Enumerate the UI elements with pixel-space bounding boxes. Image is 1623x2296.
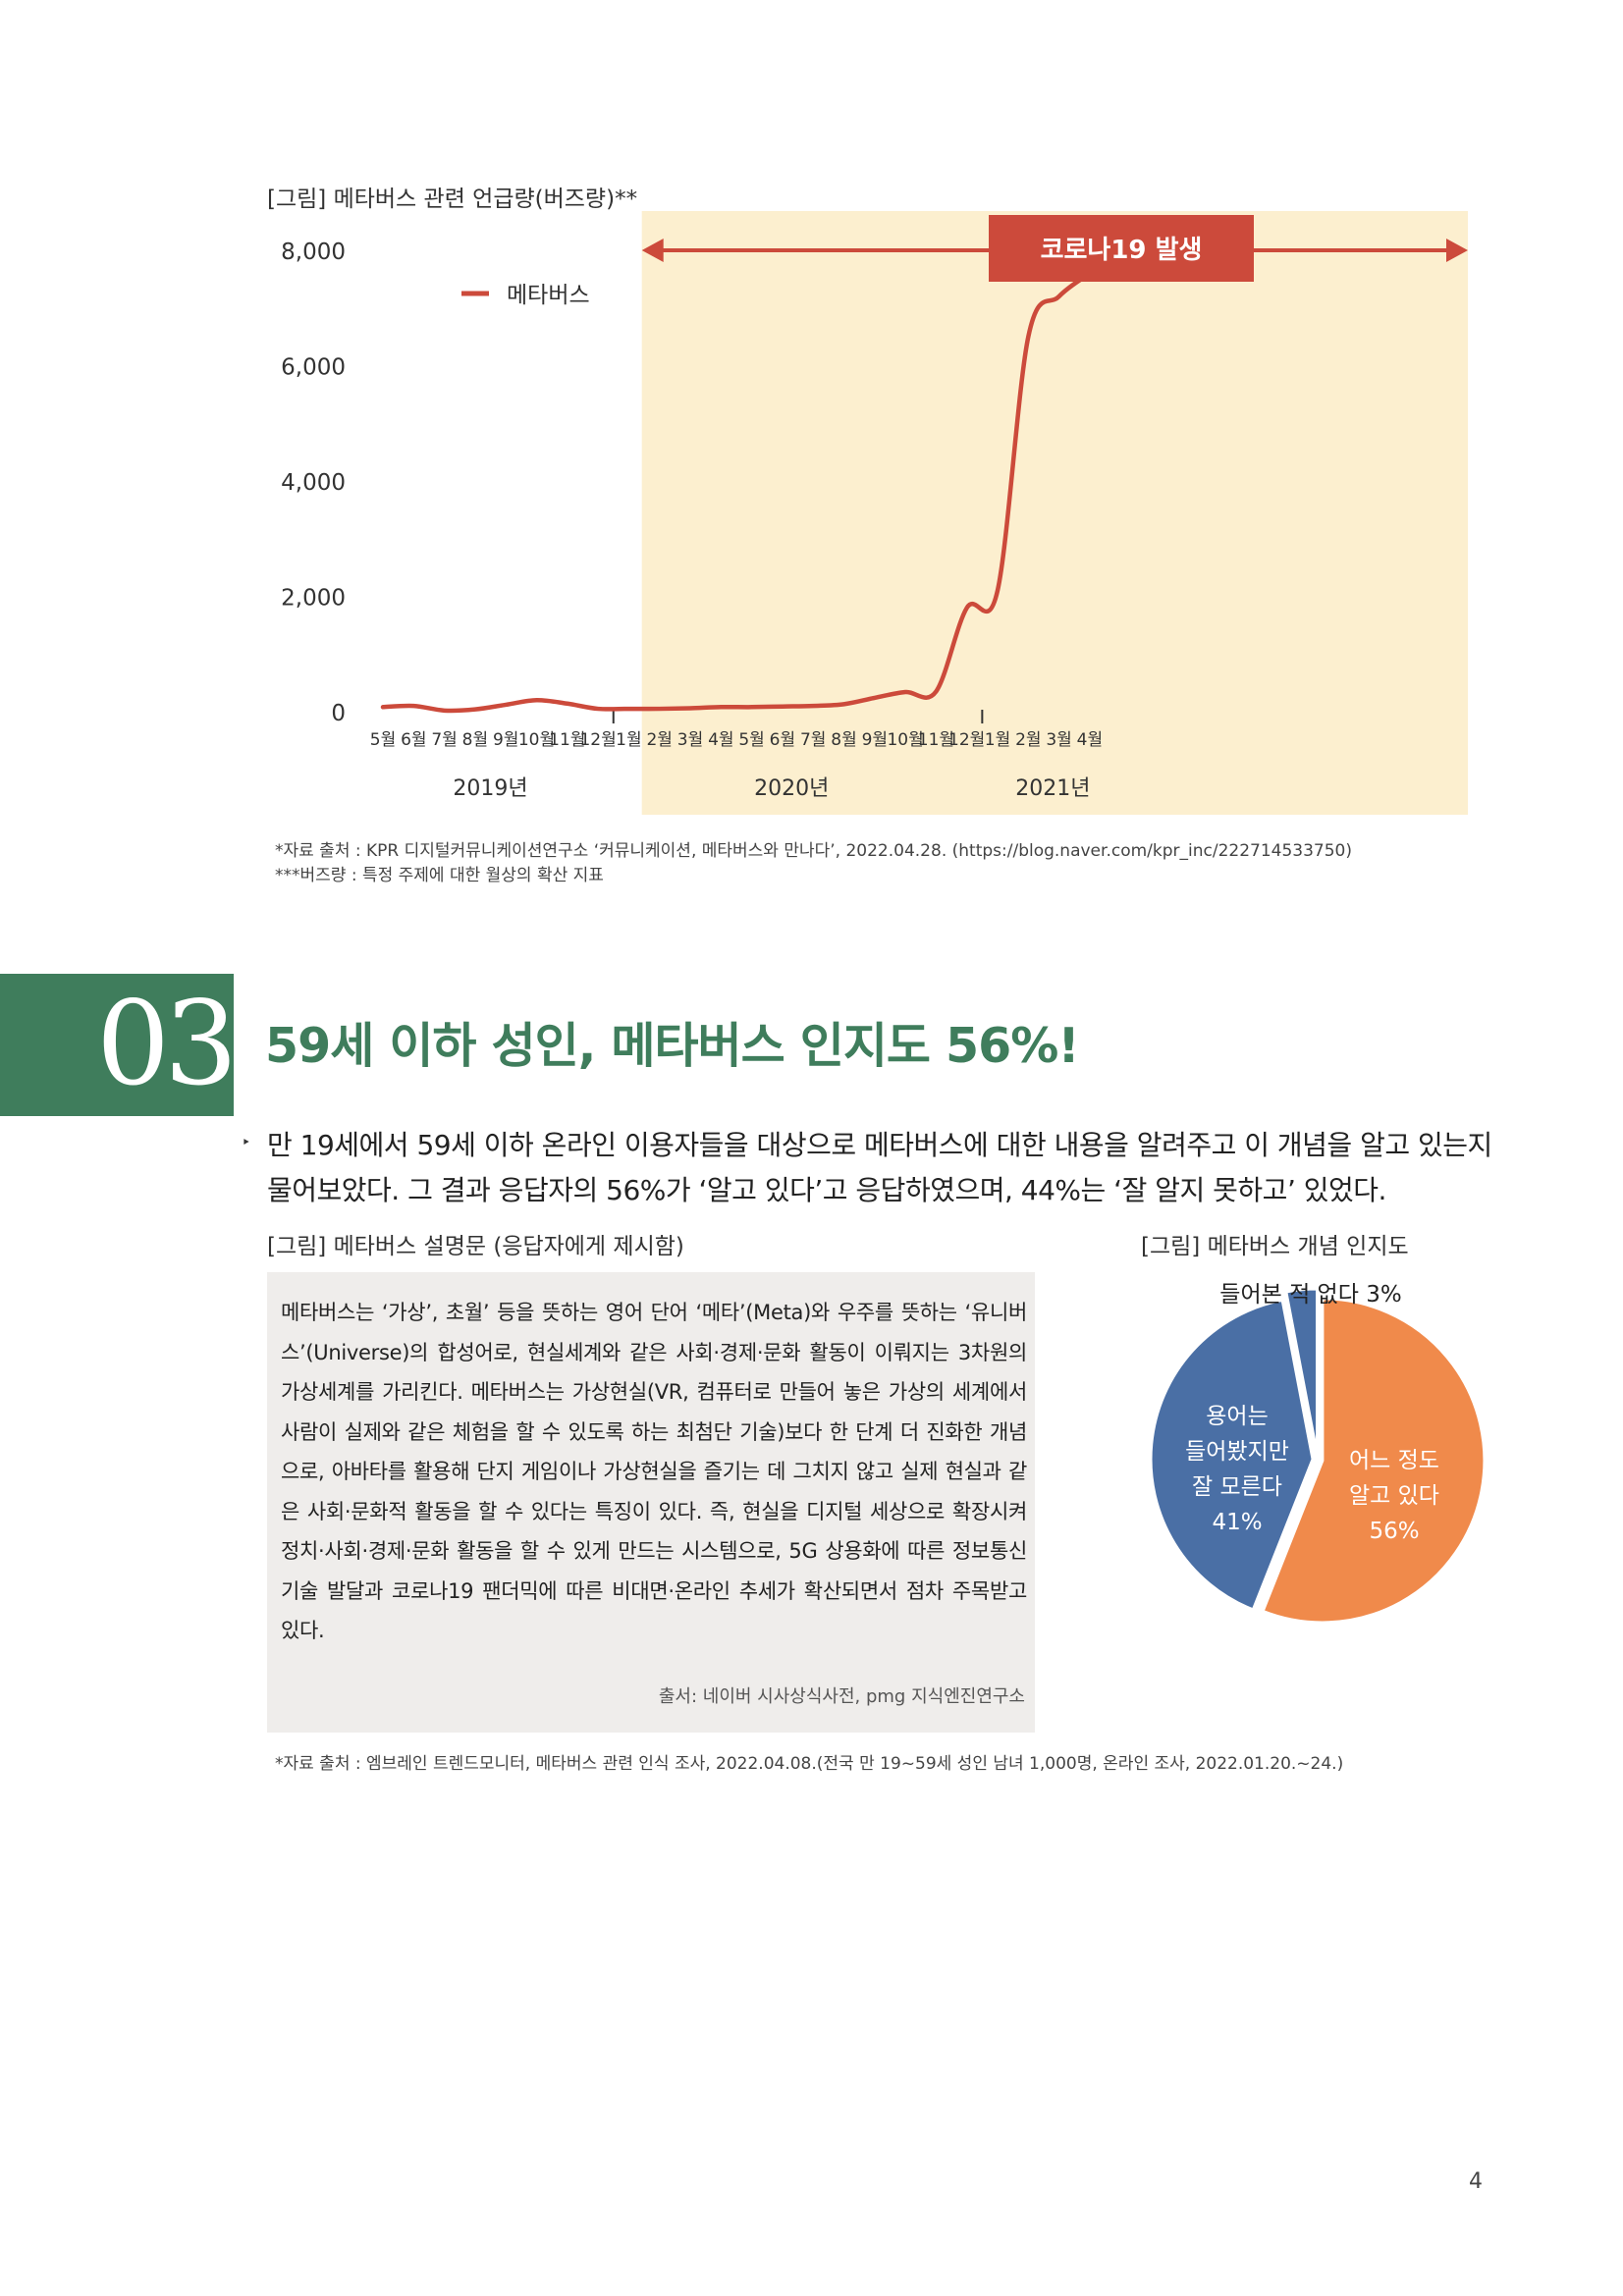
x-tick-label: 11월: [918, 730, 954, 750]
y-tick-label: 0: [331, 701, 346, 726]
pie-slice: [1284, 1287, 1320, 1456]
pie-slice: [1261, 1297, 1487, 1625]
pie-slice-label: 들어본 적 없다 3%: [1219, 1282, 1401, 1308]
pie-slice: [1149, 1298, 1315, 1612]
x-tick-label: 7월: [431, 730, 457, 750]
chart-caption: [그림] 메타버스 관련 언급량(버즈량)**: [267, 187, 638, 212]
section-number-box: [0, 974, 234, 1116]
x-axis-ticks: [612, 710, 984, 723]
covid-label: 코로나19 발생: [1041, 236, 1203, 265]
x-tick-label: 12월: [579, 730, 616, 750]
legend-label: 메타버스: [507, 283, 590, 308]
x-tick-label: 6월: [770, 730, 795, 750]
covid-arrow: 코로나19 발생: [641, 215, 1468, 282]
y-tick-label: 2,000: [281, 586, 346, 612]
x-tick-label: 4월: [708, 730, 733, 750]
section-title: 59세 이하 성인, 메타버스 인지도 56%!: [265, 1018, 1080, 1074]
metaverse-series-line: [380, 271, 1093, 714]
description-box: [267, 1272, 1035, 1733]
pie-slice-label: 용어는 들어봤지만 잘 모른다 41%: [1185, 1404, 1289, 1535]
y-tick-label: 6,000: [281, 355, 346, 381]
description-caption: [그림] 메타버스 설명문 (응답자에게 제시함): [267, 1234, 684, 1259]
year-label: 2021년: [1015, 776, 1090, 801]
x-tick-label: 10월: [518, 730, 555, 750]
page-number: 4: [1469, 2169, 1483, 2194]
year-label: 2020년: [754, 776, 829, 801]
x-tick-label: 9월: [493, 730, 518, 750]
buzz-definition-note: ***버즈량 : 특정 주제에 대한 월상의 확산 지표: [275, 866, 604, 885]
x-tick-label: 2월: [1015, 730, 1041, 750]
awareness-pie-chart: 어느 정도 알고 있다 56% 용어는 들어봤지만 잘 모른다 41% 들어본 적 없다 3%: [1149, 1282, 1487, 1625]
covid-label-box: [989, 215, 1254, 282]
x-tick-label: 1월: [985, 730, 1010, 750]
year-labels: 2019년 2020년 2021년: [453, 776, 1090, 801]
chart-source-note: *자료 출처 : KPR 디지털커뮤니케이션연구소 ‘커뮤니케이션, 메타버스와…: [275, 841, 1353, 861]
pie-slice-label: 어느 정도 알고 있다 56%: [1349, 1448, 1439, 1544]
survey-source-note: *자료 출처 : 엠브레인 트렌드모니터, 메타버스 관련 인식 조사, 202…: [275, 1754, 1344, 1774]
x-tick-label: 3월: [677, 730, 703, 750]
year-label: 2019년: [453, 776, 527, 801]
description-text: 메타버스는 ‘가상’, 초월’ 등을 뜻하는 영어 단어 ‘메타’(Meta)와…: [281, 1301, 1027, 1642]
y-tick-label: 8,000: [281, 240, 346, 265]
x-tick-label: 8월: [831, 730, 856, 750]
x-tick-label: 5월: [738, 730, 764, 750]
x-tick-label: 4월: [1077, 730, 1103, 750]
covid-period-highlight: [641, 211, 1468, 815]
x-tick-label: 3월: [1046, 730, 1071, 750]
x-tick-label: 2월: [646, 730, 672, 750]
x-tick-label: 8월: [462, 730, 488, 750]
y-axis-labels: 0 2,000 4,000 6,000 8,000: [281, 240, 346, 726]
x-tick-label: 12월: [948, 730, 985, 750]
x-tick-label: 5월: [370, 730, 396, 750]
x-tick-label: 6월: [401, 730, 426, 750]
x-tick-label: 11월: [549, 730, 585, 750]
x-tick-label: 7월: [800, 730, 826, 750]
intro-paragraph: 만 19세에서 59세 이하 온라인 이용자들을 대상으로 메타버스에 대한 내…: [267, 1129, 1492, 1206]
x-tick-label: 1월: [616, 730, 641, 750]
x-tick-label: 9월: [862, 730, 888, 750]
description-source: 출서: 네이버 시사상식사전, pmg 지식엔진연구소: [658, 1686, 1025, 1707]
arrow-head-left: [641, 239, 664, 262]
section-number: 03: [96, 976, 238, 1111]
pie-caption: [그림] 메타버스 개념 인지도: [1141, 1234, 1409, 1259]
x-tick-label: 10월: [887, 730, 923, 750]
y-tick-label: 4,000: [281, 470, 346, 496]
bullet-marker: ‣: [242, 1133, 251, 1151]
arrow-head-right: [1446, 239, 1468, 262]
